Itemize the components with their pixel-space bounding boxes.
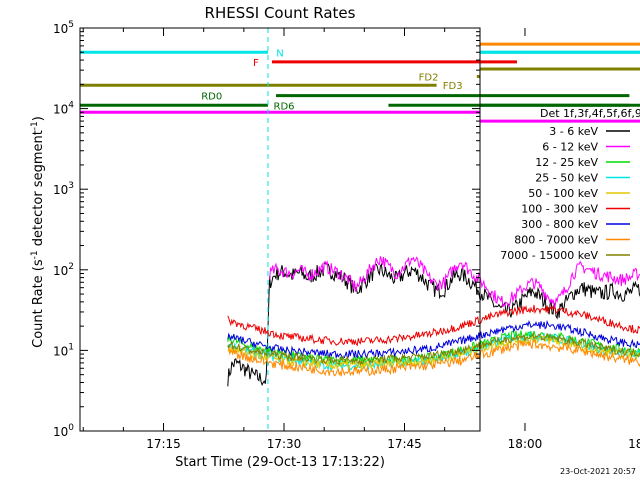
flag-label-n: N [276, 48, 283, 59]
y-tick-label: 105 [53, 20, 74, 36]
y-axis-ticks: 100 101 102 103 104 105 [53, 20, 480, 439]
legend-title: Det 1f,3f,4f,5f,6f,9f [540, 107, 640, 120]
flag-label-fd3: FD3 [443, 81, 463, 92]
series-line-1 [269, 256, 640, 309]
flag-bars: NFSFD1FD2FD3RD0RD6A0A1 [80, 42, 640, 123]
series-lines [227, 256, 640, 387]
flag-label-f: F [253, 58, 259, 69]
x-tick-label: 17:30 [267, 437, 302, 451]
flag-label-fd2: FD2 [419, 73, 439, 84]
series-line-8 [227, 331, 640, 367]
y-tick-label: 104 [53, 101, 74, 117]
footer-date: 23-Oct-2021 20:57 [560, 467, 636, 476]
y-axis-label: Count Rate (s-1 detector segment-1) [30, 116, 46, 348]
vertical-markers [267, 28, 269, 431]
y-tick-label: 102 [53, 262, 74, 278]
x-tick-label: 18:00 [508, 437, 543, 451]
legend-label: 7000 - 15000 keV [500, 249, 598, 262]
legend-label: 6 - 12 keV [542, 141, 598, 154]
legend-label: 25 - 50 keV [535, 172, 598, 185]
x-axis-label: Start Time (29-Oct-13 17:13:22) [175, 455, 385, 470]
plot-frame [79, 27, 481, 432]
legend-label: 800 - 7000 keV [514, 234, 598, 247]
flag-label-rd6: RD6 [274, 101, 295, 112]
series-line-7 [227, 338, 640, 377]
legend: 3 - 6 keV 6 - 12 keV 12 - 25 keV 25 - 50 ke… [500, 125, 630, 262]
legend-label: 12 - 25 keV [535, 156, 598, 169]
x-tick-label: 17:15 [146, 437, 181, 451]
x-tick-label: 18:15 [628, 437, 640, 451]
series-line-6 [227, 319, 640, 360]
x-tick-label: 17:45 [387, 437, 422, 451]
legend-label: 50 - 100 keV [528, 187, 598, 200]
y-tick-label: 101 [53, 342, 74, 358]
series-line-5 [227, 304, 640, 347]
y-tick-label: 100 [53, 423, 74, 439]
legend-label: 100 - 300 keV [521, 203, 598, 216]
chart-title: RHESSI Count Rates [205, 4, 356, 22]
flag-label-rd0: RD0 [201, 92, 222, 103]
legend-label: 300 - 800 keV [521, 218, 598, 231]
y-tick-label: 103 [53, 181, 74, 197]
legend-label: 3 - 6 keV [549, 125, 598, 138]
